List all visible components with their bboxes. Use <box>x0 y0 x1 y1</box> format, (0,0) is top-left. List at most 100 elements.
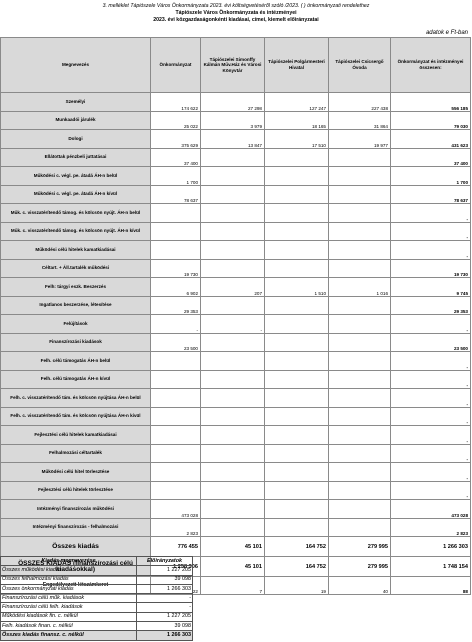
summary-row: Felh. kiadások finan. c. nélkül 39 098 <box>0 621 193 632</box>
cell-value: 29 353 <box>390 295 471 315</box>
summary-value: 1 227 205 <box>136 565 193 576</box>
cell-value <box>200 166 265 186</box>
cell-value: 37 400 <box>390 147 471 167</box>
cell-value <box>328 314 391 334</box>
summary-label: Felh. kiadások finan. c. nélkül <box>0 621 137 632</box>
cell-value: 45 101 <box>200 536 265 557</box>
cell-value <box>264 147 329 167</box>
cell-value <box>328 351 391 371</box>
table-row: Finanszírozási kiadások 23 500 23 500 <box>0 332 471 352</box>
summary-value: 1 266 303 <box>136 630 193 641</box>
summary-label: Összes önkormányzati kiadás <box>0 583 137 595</box>
cell-value <box>264 295 329 315</box>
cell-value: 19 730 <box>390 258 471 278</box>
cell-value <box>200 443 265 463</box>
cell-value: - <box>390 203 471 223</box>
cell-value <box>200 480 265 500</box>
cell-value <box>150 462 201 482</box>
table-row: Felhalmozási céltartalék - <box>0 443 471 463</box>
table-row: Működési célú hitel törlesztése - <box>0 462 471 482</box>
cell-value <box>328 184 391 204</box>
cell-value: 174 622 <box>150 92 201 112</box>
cell-value: - <box>390 314 471 334</box>
cell-value: 279 995 <box>328 556 391 577</box>
cell-value: 473 028 <box>390 499 471 519</box>
cell-value <box>200 425 265 445</box>
cell-value: 1 700 <box>150 166 201 186</box>
summary-column-header: Kiadás megnevezése <box>0 555 137 567</box>
row-label: Fejlesztési célú hitelek kamatkiadásai <box>0 425 151 445</box>
table-row: Működési célú hitelek kamatkiadásai - <box>0 240 471 260</box>
cell-value <box>264 406 329 426</box>
cell-value: - <box>390 406 471 426</box>
table-row: Felh. célú támogatás ÁH-n kívül - <box>0 369 471 389</box>
cell-value <box>200 203 265 223</box>
cell-value <box>264 184 329 204</box>
summary-column-header: Előirányzatok <box>136 555 193 567</box>
cell-value <box>264 480 329 500</box>
cell-value <box>200 351 265 371</box>
cell-value: 7 <box>200 576 265 595</box>
cell-value <box>264 443 329 463</box>
cell-value: 25 022 <box>150 110 201 130</box>
table-row: Felh. célú támogatás ÁH-n belül - <box>0 351 471 371</box>
cell-value <box>328 480 391 500</box>
cell-value: 556 185 <box>390 92 471 112</box>
table-row: Működési c. végl. pe. átadá ÁH-n kívül 78… <box>0 184 471 204</box>
cell-value <box>264 203 329 223</box>
cell-value <box>200 295 265 315</box>
row-label: Felhalmozási céltartalék <box>0 443 151 463</box>
cell-value <box>264 462 329 482</box>
summary-label: Összes felhalmozási kiadás <box>0 574 137 585</box>
summary-row: Működési kiadások fin. c. nélkül 1 227 20… <box>0 611 193 623</box>
column-header: Megnevezés <box>0 37 151 93</box>
cell-value <box>200 499 265 519</box>
row-label: Felh: tárgyi eszk. Beszerzés <box>0 277 151 297</box>
summary-row: Összes felhalmozási kiadás 39 098 <box>0 574 193 585</box>
summary-label: Finanszírozási célú műk. kiadások <box>0 593 137 604</box>
cell-value <box>328 425 391 445</box>
cell-value: - <box>390 388 471 408</box>
unit-label: adatok e Ft-ban <box>425 30 468 36</box>
cell-value: 45 101 <box>200 556 265 577</box>
cell-value <box>200 517 265 537</box>
summary-label: Összes kiadás finansz. c. nélkül <box>0 630 137 641</box>
cell-value: - <box>390 240 471 260</box>
cell-value: 88 <box>390 576 471 595</box>
cell-value <box>328 388 391 408</box>
cell-value <box>150 203 201 223</box>
cell-value <box>200 147 265 167</box>
summary-label: Működési kiadások fin. c. nélkül <box>0 611 137 623</box>
row-label: Összes kiadás <box>0 536 151 557</box>
row-label: Műk. c. visszatérítendő támog. és kölcsö… <box>0 221 151 241</box>
row-label: Felújítások <box>0 314 151 334</box>
summary-label: Összes működési kiadás <box>0 565 137 576</box>
cell-value: 164 752 <box>264 556 329 577</box>
table-row: Felújítások - - - <box>0 314 471 334</box>
cell-value: 78 637 <box>390 184 471 204</box>
cell-value: - <box>390 221 471 241</box>
column-header: Tápiószelei Polgármesteri Hivatal <box>264 37 329 93</box>
row-label: Személyi <box>0 92 151 112</box>
cell-value: 37 400 <box>150 147 201 167</box>
cell-value: 127 247 <box>264 92 329 112</box>
summary-value: 39 098 <box>136 621 193 632</box>
row-label: Ingatlanos beszerzése, létesítése <box>0 295 151 315</box>
row-label: Felh. célú támogatás ÁH-n belül <box>0 351 151 371</box>
cell-value <box>328 443 391 463</box>
cell-value: 23 500 <box>150 332 201 352</box>
cell-value: 3 979 <box>200 110 265 130</box>
cell-value: - <box>200 314 265 334</box>
cell-value: 207 <box>200 277 265 297</box>
cell-value: 9 745 <box>390 277 471 297</box>
cell-value <box>328 369 391 389</box>
cell-value: - <box>390 480 471 500</box>
cell-value: 17 510 <box>264 129 329 149</box>
cell-value: 23 500 <box>390 332 471 352</box>
document-reference: 3. melléklet Tápiószele Város Önkormányz… <box>102 3 370 9</box>
row-label: Működési célú hitelek kamatkiadásai <box>0 240 151 260</box>
summary-label: Finanszírozási célú felh. kiadások <box>0 602 137 613</box>
cell-value: 31 864 <box>328 110 391 130</box>
cell-value: 78 637 <box>150 184 201 204</box>
summary-header-row: Kiadás megnevezése Előirányzatok <box>0 555 193 567</box>
